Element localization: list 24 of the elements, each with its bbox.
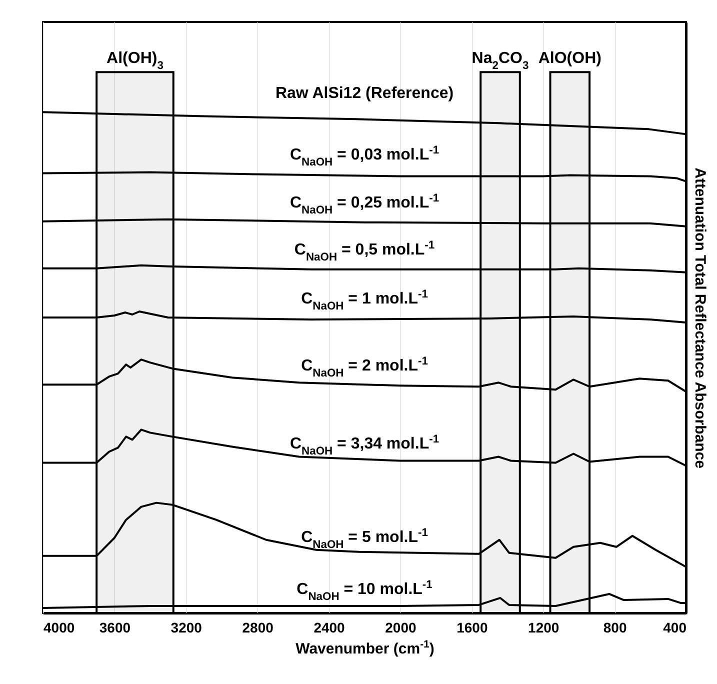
x-tick-label: 3600 bbox=[99, 620, 131, 636]
series-label: C$_{NaOH}$ = 1 mol.L$^{-1}$ bbox=[301, 288, 428, 312]
x-axis-title: Wavenumber (cm$^{-1}$) bbox=[296, 638, 434, 658]
series-label: C$_{NaOH}$ = 10 mol.L$^{-1}$ bbox=[296, 578, 432, 603]
x-tick-label: 4000 bbox=[44, 620, 75, 636]
series-label: C$_{NaOH}$ = 2 mol.L$^{-1}$ bbox=[301, 356, 428, 380]
x-tick-label: 2000 bbox=[385, 620, 417, 636]
series-label: C$_{NaOH}$ = 3,34 mol.L$^{-1}$ bbox=[290, 434, 440, 458]
series-label: Raw AlSi12 (Reference) bbox=[275, 85, 454, 102]
x-tick-label: 1600 bbox=[456, 620, 488, 636]
band-label: Al(OH)$_{3}$ bbox=[106, 50, 164, 72]
x-tick-label: 400 bbox=[663, 620, 687, 636]
x-tick-label: 1200 bbox=[528, 620, 560, 636]
x-tick-label: 800 bbox=[603, 620, 627, 636]
x-tick-label: 2800 bbox=[242, 620, 274, 636]
series-label: C$_{NaOH}$ = 0,5 mol.L$^{-1}$ bbox=[294, 239, 435, 264]
x-tick-label: 2400 bbox=[314, 620, 346, 636]
series-label: C$_{NaOH}$ = 0,25 mol.L$^{-1}$ bbox=[290, 192, 440, 216]
series-label: C$_{NaOH}$ = 0,03 mol.L$^{-1}$ bbox=[290, 144, 440, 168]
x-tick-label: 3200 bbox=[170, 620, 202, 636]
series-label: C$_{NaOH}$ = 5 mol.L$^{-1}$ bbox=[301, 526, 428, 551]
band-label: Na$_{2}$CO$_{3}$ bbox=[472, 50, 529, 72]
band-label: AlO(OH) bbox=[538, 50, 602, 68]
y-axis-title: Attenuation Total Reflectance Absorbance bbox=[692, 168, 708, 468]
